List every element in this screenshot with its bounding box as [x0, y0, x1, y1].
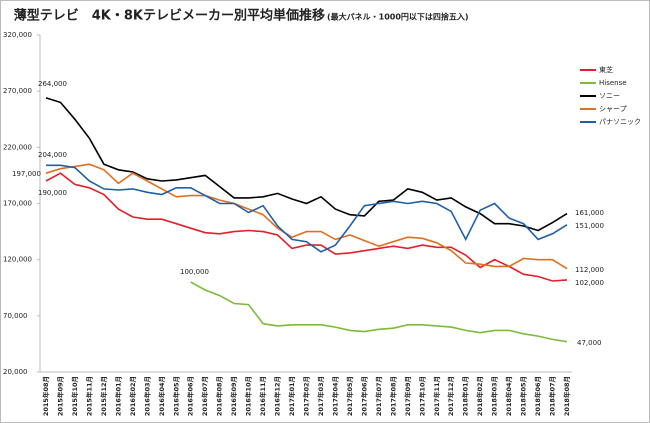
x-tick-label: 2015年11月: [84, 376, 93, 416]
annotation: 112,000: [575, 266, 604, 274]
y-tick-label: 20,000: [3, 368, 28, 376]
annotation: 151,000: [575, 222, 604, 230]
x-tick-label: 2017年12月: [446, 376, 455, 416]
x-tick-label: 2017年03月: [316, 376, 325, 416]
annotation: 204,000: [38, 151, 67, 159]
x-tick-label: 2016年12月: [273, 376, 282, 416]
x-tick-label: 2017年02月: [302, 376, 311, 416]
x-tick-label: 2018年01月: [461, 376, 470, 416]
annotation: 264,000: [38, 80, 67, 88]
x-tick-label: 2017年04月: [330, 376, 339, 416]
x-tick-label: 2017年06月: [359, 376, 368, 416]
x-tick-label: 2017年10月: [417, 376, 426, 416]
series-line: [190, 281, 568, 343]
x-tick-label: 2016年07月: [200, 376, 209, 416]
x-tick-label: 2017年11月: [432, 376, 441, 416]
x-tick-label: 2016年01月: [113, 376, 122, 416]
x-tick-label: 2017年05月: [345, 376, 354, 416]
series-line: [45, 97, 568, 232]
x-tick-label: 2016年06月: [186, 376, 195, 416]
x-tick-label: 2016年05月: [171, 376, 180, 416]
x-tick-label: 2015年09月: [55, 376, 64, 416]
x-tick-label: 2016年04月: [157, 376, 166, 416]
legend-label: 東芝: [599, 65, 613, 74]
x-tick-label: 2016年03月: [142, 376, 151, 416]
x-tick-label: 2015年12月: [99, 376, 108, 416]
x-tick-label: 2018年06月: [533, 376, 542, 416]
annotation: 161,000: [575, 209, 604, 217]
chart-subtitle: (最大パネル・1000円以下は四捨五入): [327, 12, 469, 22]
annotation: 190,000: [38, 189, 67, 197]
x-tick-label: 2016年10月: [244, 376, 253, 416]
x-tick-label: 2017年01月: [287, 376, 296, 416]
x-tick-label: 2018年03月: [490, 376, 499, 416]
x-tick-label: 2016年09月: [229, 376, 238, 416]
series-line: [45, 163, 568, 270]
x-tick-label: 2018年04月: [504, 376, 513, 416]
x-tick-label: 2018年08月: [562, 376, 571, 416]
legend-label: シャープ: [599, 105, 627, 113]
y-tick-label: 320,000: [3, 31, 32, 39]
x-tick-label: 2017年08月: [388, 376, 397, 416]
series-line: [46, 164, 568, 253]
legend-label: ソニー: [599, 92, 620, 100]
annotation: 100,000: [180, 268, 209, 276]
x-tick-label: 2017年09月: [403, 376, 412, 416]
series-line: [45, 172, 568, 282]
annotation: 197,000: [12, 170, 41, 178]
y-tick-label: 70,000: [3, 312, 28, 320]
annotation: 102,000: [575, 279, 604, 287]
x-tick-label: 2015年08月: [41, 376, 50, 416]
annotation: 47,000: [577, 339, 602, 347]
y-tick-label: 170,000: [3, 200, 32, 208]
x-tick-label: 2017年07月: [374, 376, 383, 416]
x-tick-label: 2018年02月: [475, 376, 484, 416]
y-tick-label: 220,000: [3, 143, 32, 151]
x-tick-label: 2018年07月: [548, 376, 557, 416]
legend-label: Hisense: [599, 79, 627, 87]
chart-title: 薄型テレビ 4K・8Kテレビメーカー別平均単価推移: [14, 8, 325, 24]
y-tick-label: 270,000: [3, 87, 32, 95]
y-tick-label: 120,000: [3, 256, 32, 264]
legend-label: パナソニック: [599, 118, 641, 126]
x-tick-label: 2018年05月: [519, 376, 528, 416]
x-tick-label: 2016年11月: [258, 376, 267, 416]
x-tick-label: 2016年02月: [128, 376, 137, 416]
x-tick-label: 2015年10月: [70, 376, 79, 416]
x-tick-label: 2016年08月: [215, 376, 224, 416]
